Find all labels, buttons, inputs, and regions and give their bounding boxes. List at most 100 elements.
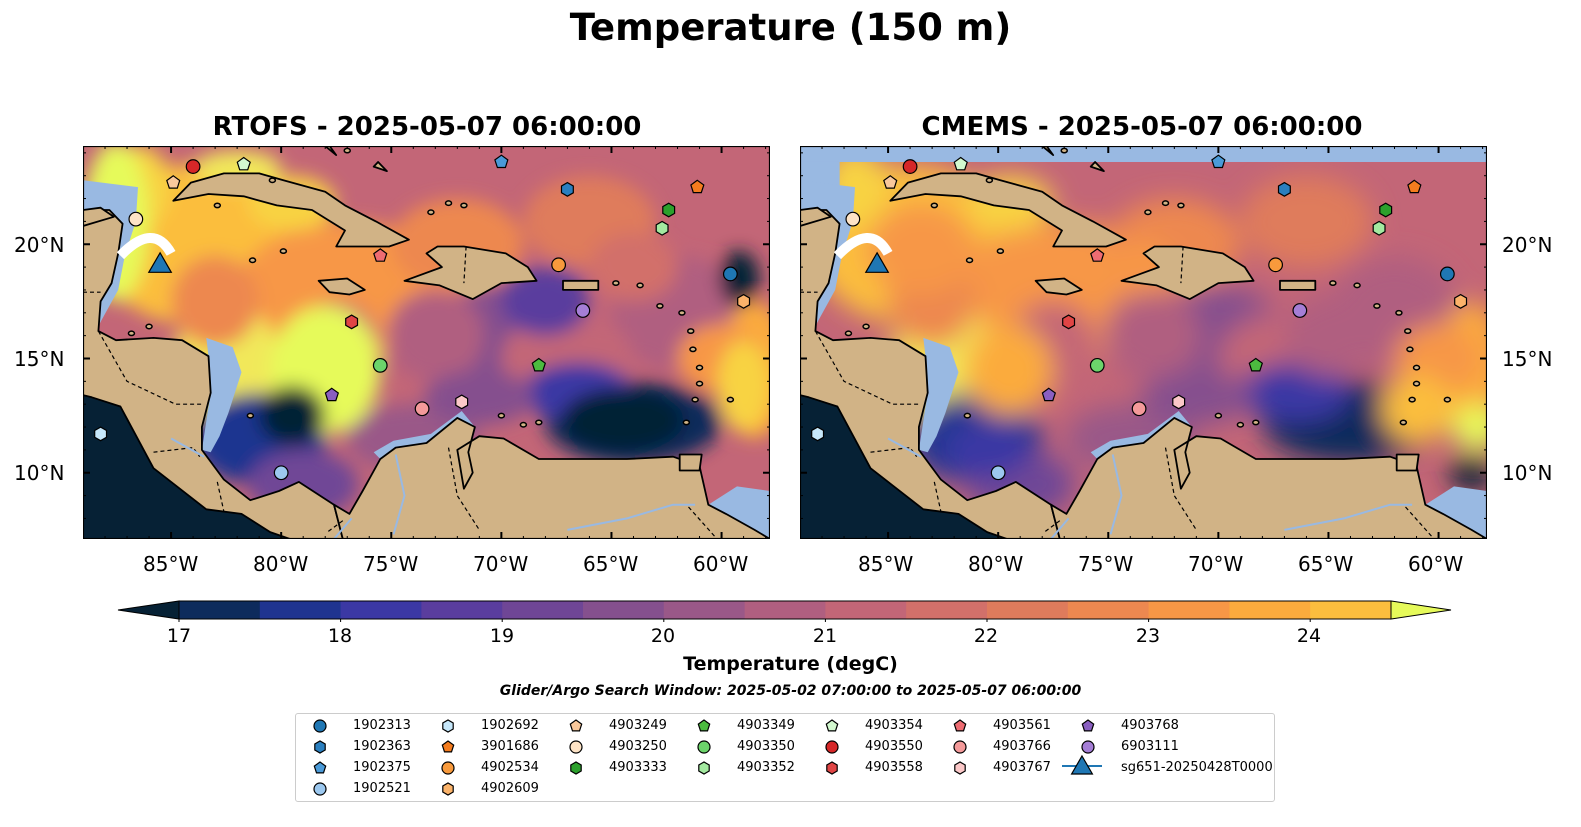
legend-label: sg651-20250428T0000	[1121, 760, 1273, 775]
colorbar-title: Temperature (degC)	[683, 653, 898, 675]
platform-marker-4903550	[902, 159, 918, 174]
colorbar-tick-24: 24	[1296, 625, 1322, 647]
legend-pentagon-icon	[441, 740, 455, 753]
legend-label: 4903333	[609, 760, 667, 775]
legend-label: 4903349	[737, 718, 795, 733]
platform-marker-4902609	[737, 293, 751, 309]
legend-label: 4903350	[737, 739, 795, 754]
platform-marker-4903250	[845, 211, 861, 227]
platform-marker-4903354	[953, 156, 968, 171]
platform-marker-4903354	[236, 156, 251, 171]
colorbar-tick-18: 18	[327, 625, 353, 647]
platform-marker-4903333	[662, 202, 676, 218]
lon-tick-60w-left: 60°W	[693, 552, 749, 576]
legend-label: 1902692	[481, 718, 539, 733]
legend-label: 4903354	[865, 718, 923, 733]
legend-circle-icon	[1081, 740, 1095, 754]
platform-marker-1902521	[990, 465, 1006, 481]
platform-marker-4903768	[1041, 387, 1057, 402]
colorbar-tick-20: 20	[650, 625, 676, 647]
lon-tick-70w-left: 70°W	[473, 552, 529, 576]
legend-hexagon-icon	[442, 782, 454, 796]
lon-tick-80w-left: 80°W	[253, 552, 309, 576]
map-rtofs	[83, 146, 770, 539]
legend-pentagon-icon	[697, 719, 711, 732]
lon-tick-85w-right: 85°W	[858, 552, 914, 576]
platform-marker-3901686	[1407, 179, 1422, 194]
platform-marker-6903111	[1292, 303, 1308, 318]
legend-circle-icon	[313, 719, 327, 733]
platform-marker-4903350	[1089, 357, 1105, 373]
legend-circle-icon	[441, 761, 455, 775]
map-cmems	[800, 146, 1487, 539]
legend-label: 1902363	[353, 739, 411, 754]
platform-marker-1902363	[1277, 181, 1291, 197]
legend-hexagon-icon	[698, 761, 710, 775]
legend-label: 4903561	[993, 718, 1051, 733]
platform-marker-4902534	[551, 257, 567, 273]
platform-marker-4903250	[128, 211, 144, 227]
platform-marker-4903249	[166, 175, 181, 189]
lat-tick-20n-right: 20°N	[1502, 233, 1553, 257]
legend-label: 4903558	[865, 760, 923, 775]
legend-hexagon-icon	[314, 740, 326, 754]
legend-label: 4903768	[1121, 718, 1179, 733]
legend-pentagon-icon	[1081, 719, 1095, 732]
legend-pentagon-icon	[313, 761, 327, 774]
platform-marker-1902521	[273, 465, 289, 481]
legend-label: 3901686	[481, 739, 539, 754]
lon-tick-75w-left: 75°W	[363, 552, 419, 576]
platform-marker-4902534	[1268, 257, 1284, 273]
colorbar-tick-21: 21	[812, 625, 838, 647]
legend-circle-icon	[953, 740, 967, 754]
figure-title: Temperature (150 m)	[569, 6, 1012, 49]
legend-hexagon-icon	[826, 761, 838, 775]
legend-label: 4903249	[609, 718, 667, 733]
legend-pentagon-icon	[569, 719, 583, 732]
legend-label: 4903767	[993, 760, 1051, 775]
platform-marker-1902692	[94, 426, 108, 442]
lon-tick-60w-right: 60°W	[1408, 552, 1464, 576]
legend-label: 1902313	[353, 718, 411, 733]
legend-label: 4903250	[609, 739, 667, 754]
platform-marker-1902363	[560, 181, 574, 197]
panel-title-cmems: CMEMS - 2025-05-07 06:00:00	[921, 112, 1363, 142]
platform-marker-6903111	[575, 303, 591, 318]
lat-tick-15n-right: 15°N	[1502, 347, 1553, 371]
legend-label: 4902534	[481, 760, 539, 775]
lon-tick-65w-left: 65°W	[583, 552, 639, 576]
lat-tick-20n-left: 20°N	[14, 233, 65, 257]
platform-marker-4903768	[324, 387, 340, 402]
platform-marker-4903350	[372, 357, 388, 373]
platform-marker-1902313	[1439, 266, 1455, 282]
legend-label: 4902609	[481, 781, 539, 796]
platform-marker-1902313	[722, 266, 738, 282]
search-window-note: Glider/Argo Search Window: 2025-05-02 07…	[499, 683, 1082, 699]
colorbar-tick-17: 17	[166, 625, 192, 647]
legend-label: 1902375	[353, 760, 411, 775]
legend-label: 4903352	[737, 760, 795, 775]
legend-circle-icon	[313, 782, 327, 796]
platform-marker-4903349	[531, 357, 547, 372]
platform-marker-3901686	[690, 179, 705, 194]
platform-marker-4902609	[1454, 293, 1468, 309]
platform-marker-4903550	[185, 159, 201, 174]
legend-label: 1902521	[353, 781, 411, 796]
lon-tick-80w-right: 80°W	[968, 552, 1024, 576]
platform-marker-1902375	[494, 154, 509, 169]
legend-circle-icon	[569, 740, 583, 754]
platform-marker-1902375	[1211, 154, 1226, 169]
lat-tick-15n-left: 15°N	[14, 347, 65, 371]
colorbar-tick-19: 19	[489, 625, 515, 647]
legend-pentagon-icon	[825, 719, 839, 732]
platform-marker-1902692	[811, 426, 825, 442]
colorbar	[117, 600, 1452, 622]
platform-marker-4903767	[1172, 394, 1186, 410]
platform-marker-4903352	[1372, 220, 1386, 236]
platform-marker-4903561	[373, 248, 388, 262]
legend-pentagon-icon	[953, 719, 967, 732]
legend-circle-icon	[825, 740, 839, 754]
platform-marker-4903249	[883, 175, 898, 189]
legend-label: 6903111	[1121, 739, 1179, 754]
platform-marker-4903558	[345, 314, 359, 330]
